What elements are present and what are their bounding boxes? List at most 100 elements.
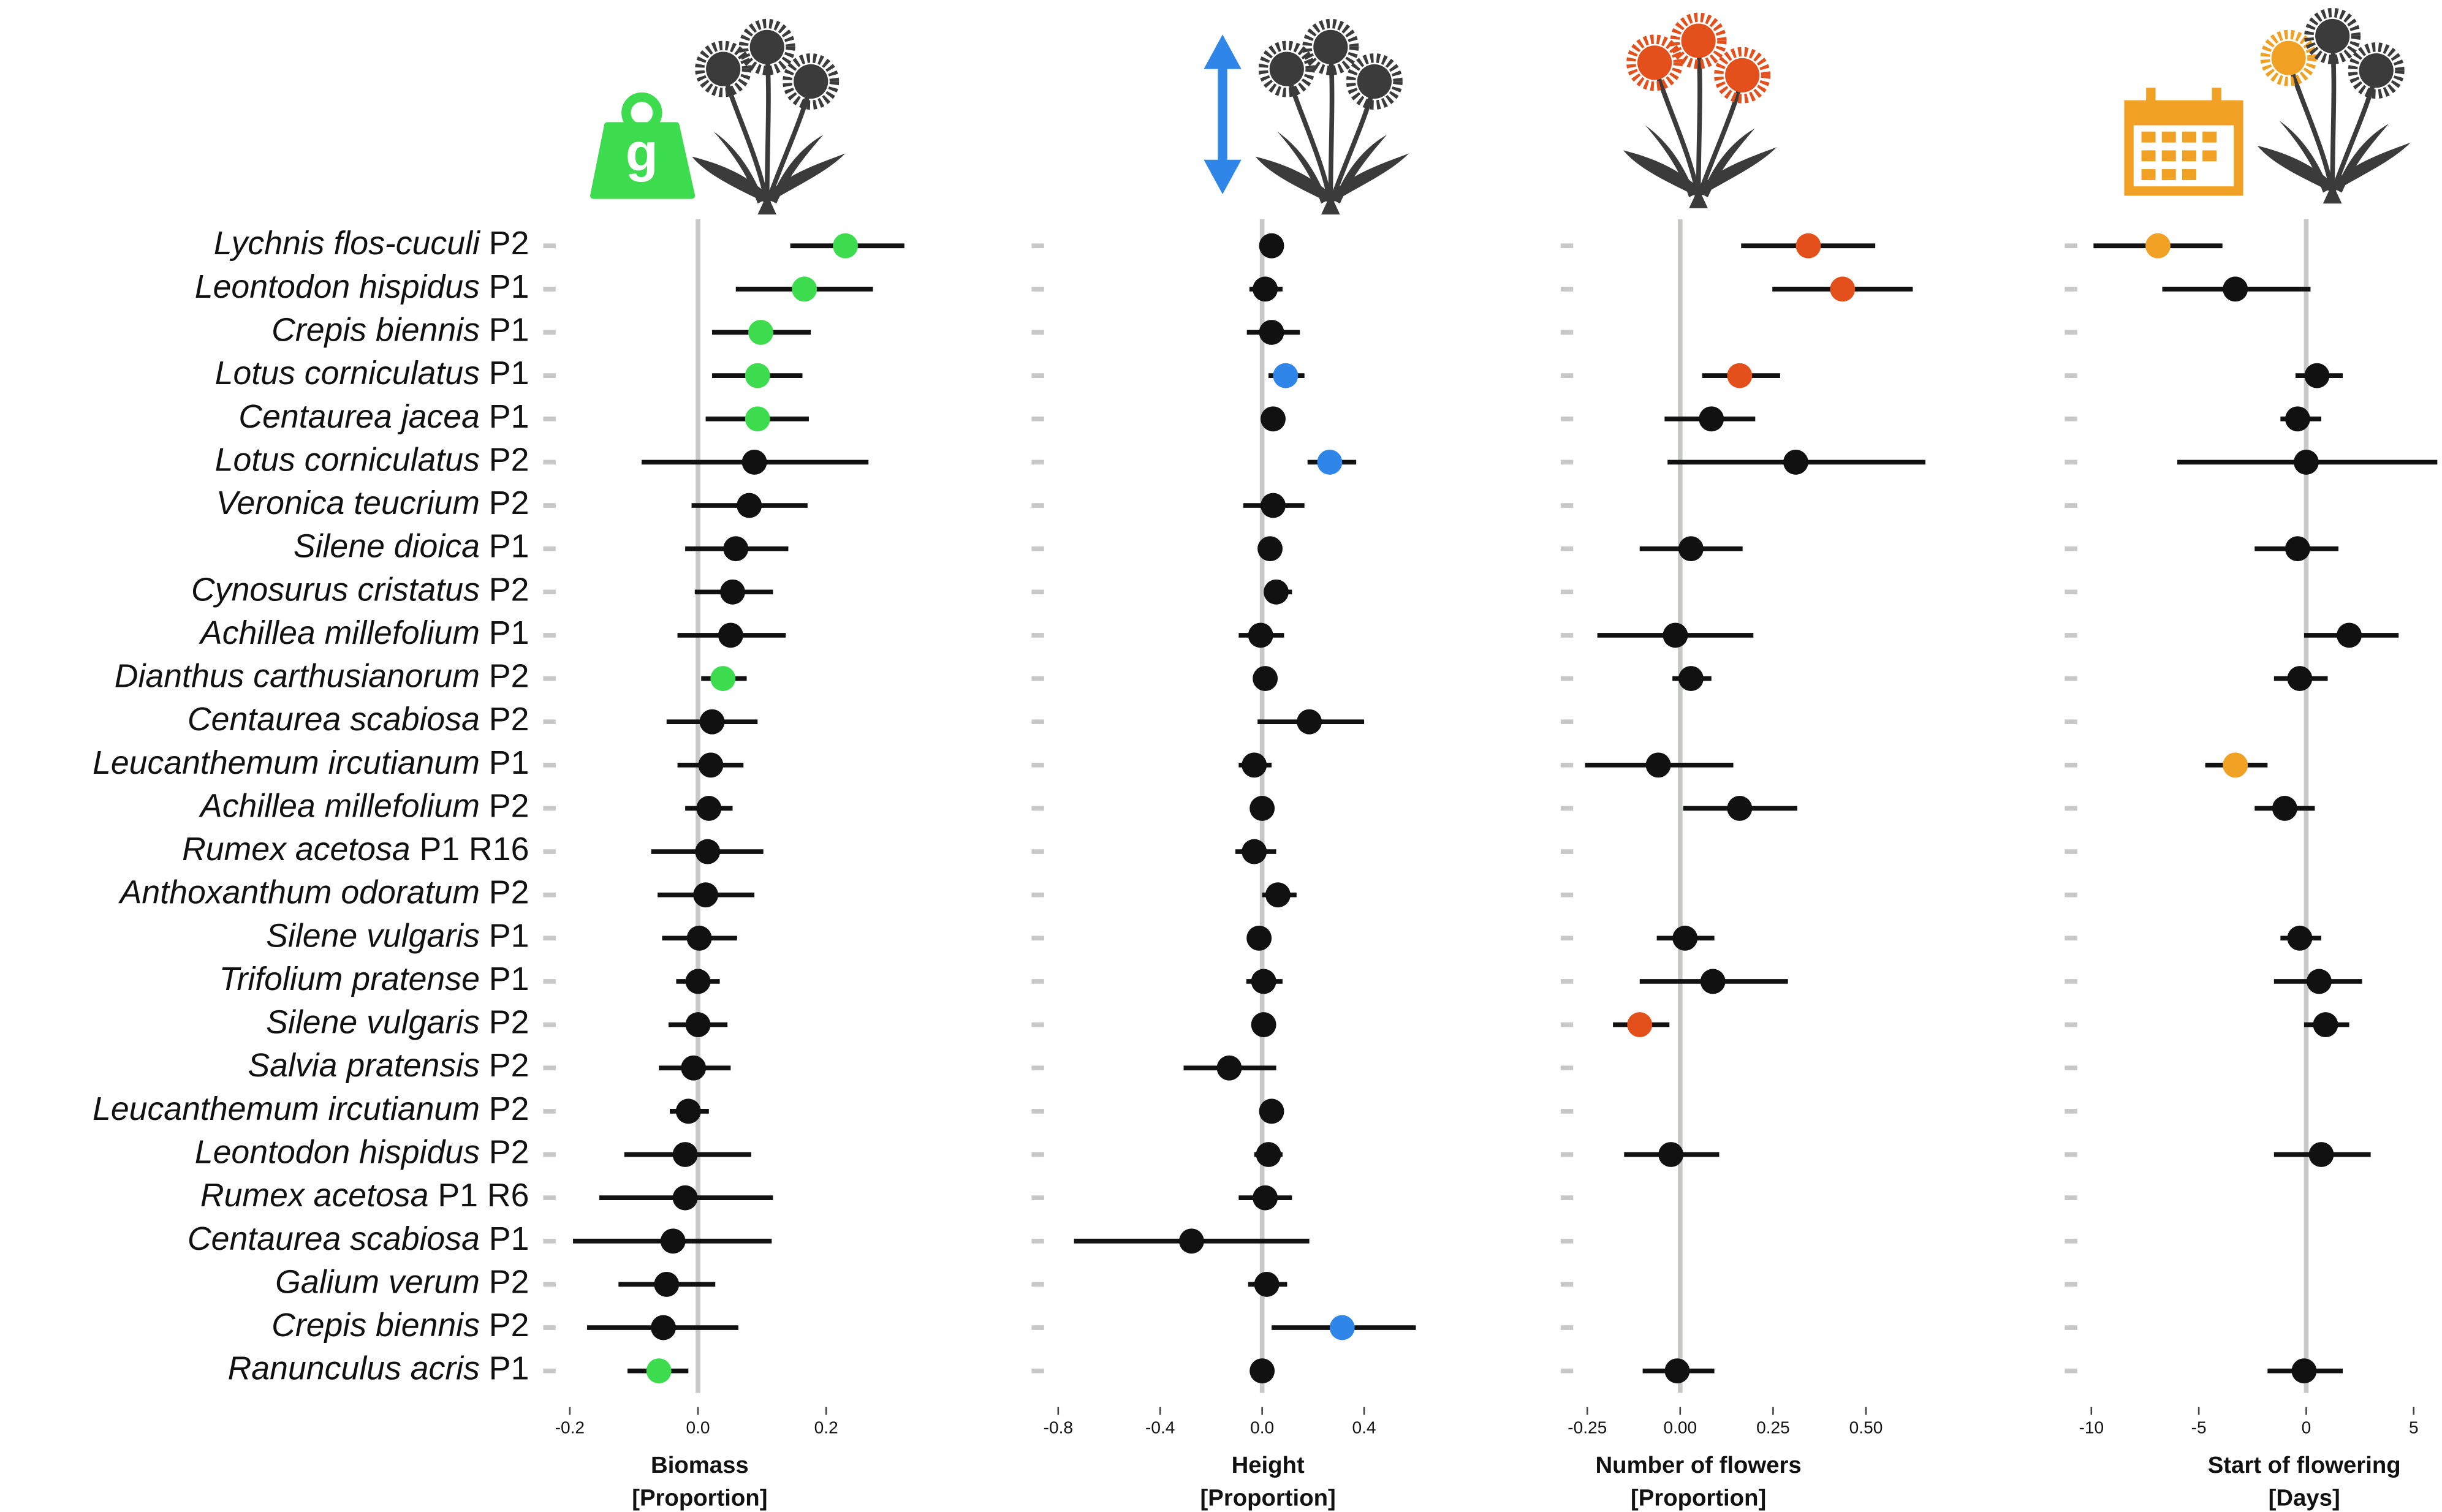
point: [1253, 1185, 1278, 1211]
point: [1261, 493, 1286, 518]
point: [654, 1271, 680, 1297]
point: [1645, 752, 1671, 778]
point: [1242, 752, 1267, 778]
point: [1259, 1098, 1284, 1124]
point: [1795, 233, 1821, 259]
point: [2145, 233, 2171, 259]
point: [672, 1142, 698, 1167]
point: [1672, 925, 1698, 951]
category-label: Silene dioica P1: [294, 528, 529, 565]
point: [1678, 666, 1704, 691]
point: [718, 622, 743, 648]
x-axis-label: [Proportion]: [632, 1485, 767, 1511]
point: [1264, 579, 1289, 605]
point: [2337, 622, 2362, 648]
point: [1251, 969, 1276, 994]
category-label: Leontodon hispidus P2: [195, 1134, 529, 1171]
point: [2294, 449, 2319, 475]
point: [651, 1315, 676, 1340]
category-label: Trifolium pratense P1: [219, 961, 529, 997]
point: [1273, 363, 1299, 388]
point: [693, 882, 718, 908]
category-label: Veronica teucrium P2: [216, 485, 529, 521]
x-tick-label: 0.0: [1250, 1418, 1274, 1437]
point: [1727, 796, 1753, 821]
x-tick-label: 0.25: [1756, 1418, 1790, 1437]
x-tick-label: 5: [2409, 1418, 2419, 1437]
point: [1242, 839, 1267, 864]
point: [1248, 622, 1273, 648]
point: [1727, 363, 1753, 388]
point: [1178, 1228, 1204, 1254]
point: [660, 1228, 686, 1254]
x-tick-label: -0.8: [1044, 1418, 1073, 1437]
category-label: Achillea millefolium P2: [199, 788, 529, 825]
point: [685, 1012, 711, 1038]
point: [720, 579, 745, 605]
point: [672, 1185, 698, 1211]
category-label: Silene vulgaris P2: [266, 1004, 529, 1041]
x-axis-label: [Proportion]: [1200, 1485, 1336, 1511]
x-tick-label: -10: [2079, 1418, 2104, 1437]
x-tick-label: 0.4: [1352, 1418, 1376, 1437]
x-tick-label: -0.25: [1568, 1418, 1607, 1437]
category-label: Achillea millefolium P1: [199, 614, 529, 651]
point: [2307, 969, 2332, 994]
point: [723, 536, 749, 562]
point: [745, 363, 770, 388]
category-label: Anthoxanthum odoratum P2: [118, 874, 529, 911]
category-label: Lotus corniculatus P1: [215, 355, 529, 391]
category-label: Galium verum P2: [275, 1264, 529, 1301]
point: [745, 406, 770, 432]
category-label: Dianthus carthusianorum P2: [115, 658, 529, 695]
x-tick-label: -0.4: [1145, 1418, 1175, 1437]
point: [1317, 449, 1343, 475]
x-tick-label: -5: [2191, 1418, 2207, 1437]
point: [681, 1055, 707, 1081]
x-tick-label: 0.0: [686, 1418, 710, 1437]
point: [792, 276, 817, 302]
point: [646, 1358, 672, 1384]
point: [696, 796, 722, 821]
category-label: Silene vulgaris P1: [266, 918, 529, 954]
x-axis-label: Start of flowering: [2208, 1452, 2401, 1478]
point: [737, 493, 762, 518]
point: [686, 925, 712, 951]
icon-label: g: [626, 123, 658, 183]
category-label: Lychnis flos-cuculi P2: [214, 225, 529, 262]
point: [1699, 406, 1724, 432]
point: [2285, 406, 2310, 432]
category-label: Ranunculus acris P1: [228, 1350, 529, 1387]
point: [2272, 796, 2297, 821]
point: [1259, 233, 1284, 259]
point: [1249, 1358, 1275, 1384]
point: [1249, 796, 1275, 821]
point: [2313, 1012, 2338, 1038]
point: [1830, 276, 1856, 302]
point: [1254, 1271, 1280, 1297]
x-axis-label: [Days]: [2269, 1485, 2340, 1511]
point: [695, 839, 721, 864]
point: [1297, 709, 1322, 735]
category-label: Lotus corniculatus P2: [215, 442, 529, 478]
point: [833, 233, 859, 259]
x-tick-label: 0.00: [1664, 1418, 1697, 1437]
point: [1259, 320, 1284, 345]
plant-icon: [1256, 24, 1409, 215]
x-tick-label: 0.50: [1849, 1418, 1883, 1437]
point: [1700, 969, 1726, 994]
category-label: Cynosurus cristatus P2: [191, 571, 529, 608]
point: [1658, 1142, 1684, 1167]
category-label: Centaurea jacea P1: [238, 398, 529, 435]
x-axis-label: Number of flowers: [1596, 1452, 1802, 1478]
x-axis-label: Height: [1232, 1452, 1305, 1478]
plant-icon: [2258, 13, 2411, 204]
point: [1253, 276, 1278, 302]
point: [1329, 1315, 1355, 1340]
point: [698, 752, 724, 778]
point: [2291, 1358, 2317, 1384]
category-label: Leontodon hispidus P1: [195, 268, 529, 305]
x-axis-label: Biomass: [651, 1452, 749, 1478]
point: [710, 666, 736, 691]
point: [2287, 666, 2313, 691]
